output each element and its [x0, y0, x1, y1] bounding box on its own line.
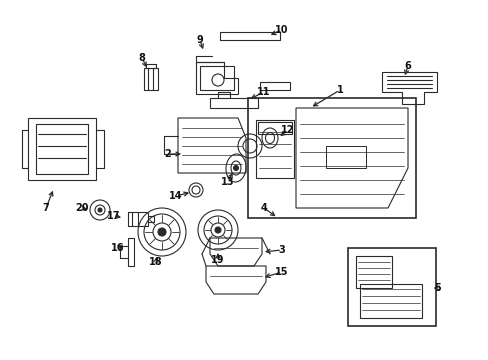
Text: 2: 2 [164, 149, 171, 159]
Bar [347, 248, 435, 326]
Text: 1: 1 [336, 85, 343, 95]
Text: 11: 11 [257, 87, 270, 97]
Bar [247, 98, 415, 218]
Bar [260, 82, 289, 90]
Bar [355, 256, 391, 288]
Text: 5: 5 [434, 283, 441, 293]
Text: 14: 14 [169, 191, 183, 201]
Circle shape [233, 166, 238, 171]
Bar [209, 98, 258, 108]
Bar [143, 68, 158, 90]
Bar [359, 284, 421, 318]
Text: 7: 7 [42, 203, 49, 213]
Bar [128, 238, 134, 266]
Circle shape [158, 228, 165, 236]
Text: 6: 6 [404, 61, 410, 71]
Text: 18: 18 [149, 257, 163, 267]
Text: 17: 17 [107, 211, 121, 221]
Text: 9: 9 [196, 35, 203, 45]
Bar [148, 216, 154, 222]
Circle shape [215, 227, 221, 233]
Text: 12: 12 [281, 125, 294, 135]
Text: 8: 8 [138, 53, 145, 63]
Text: 3: 3 [278, 245, 285, 255]
Bar [200, 66, 234, 90]
Bar [325, 146, 365, 168]
Bar [36, 124, 88, 174]
Text: 13: 13 [221, 177, 234, 187]
Text: 20: 20 [75, 203, 88, 213]
Bar [128, 212, 148, 226]
Bar [28, 118, 96, 180]
Text: 4: 4 [260, 203, 267, 213]
Circle shape [98, 208, 102, 212]
Text: 16: 16 [111, 243, 124, 253]
Bar [258, 122, 291, 134]
Text: 10: 10 [275, 25, 288, 35]
Text: 19: 19 [211, 255, 224, 265]
Text: 15: 15 [275, 267, 288, 277]
Bar [220, 32, 280, 40]
Bar [256, 120, 293, 178]
